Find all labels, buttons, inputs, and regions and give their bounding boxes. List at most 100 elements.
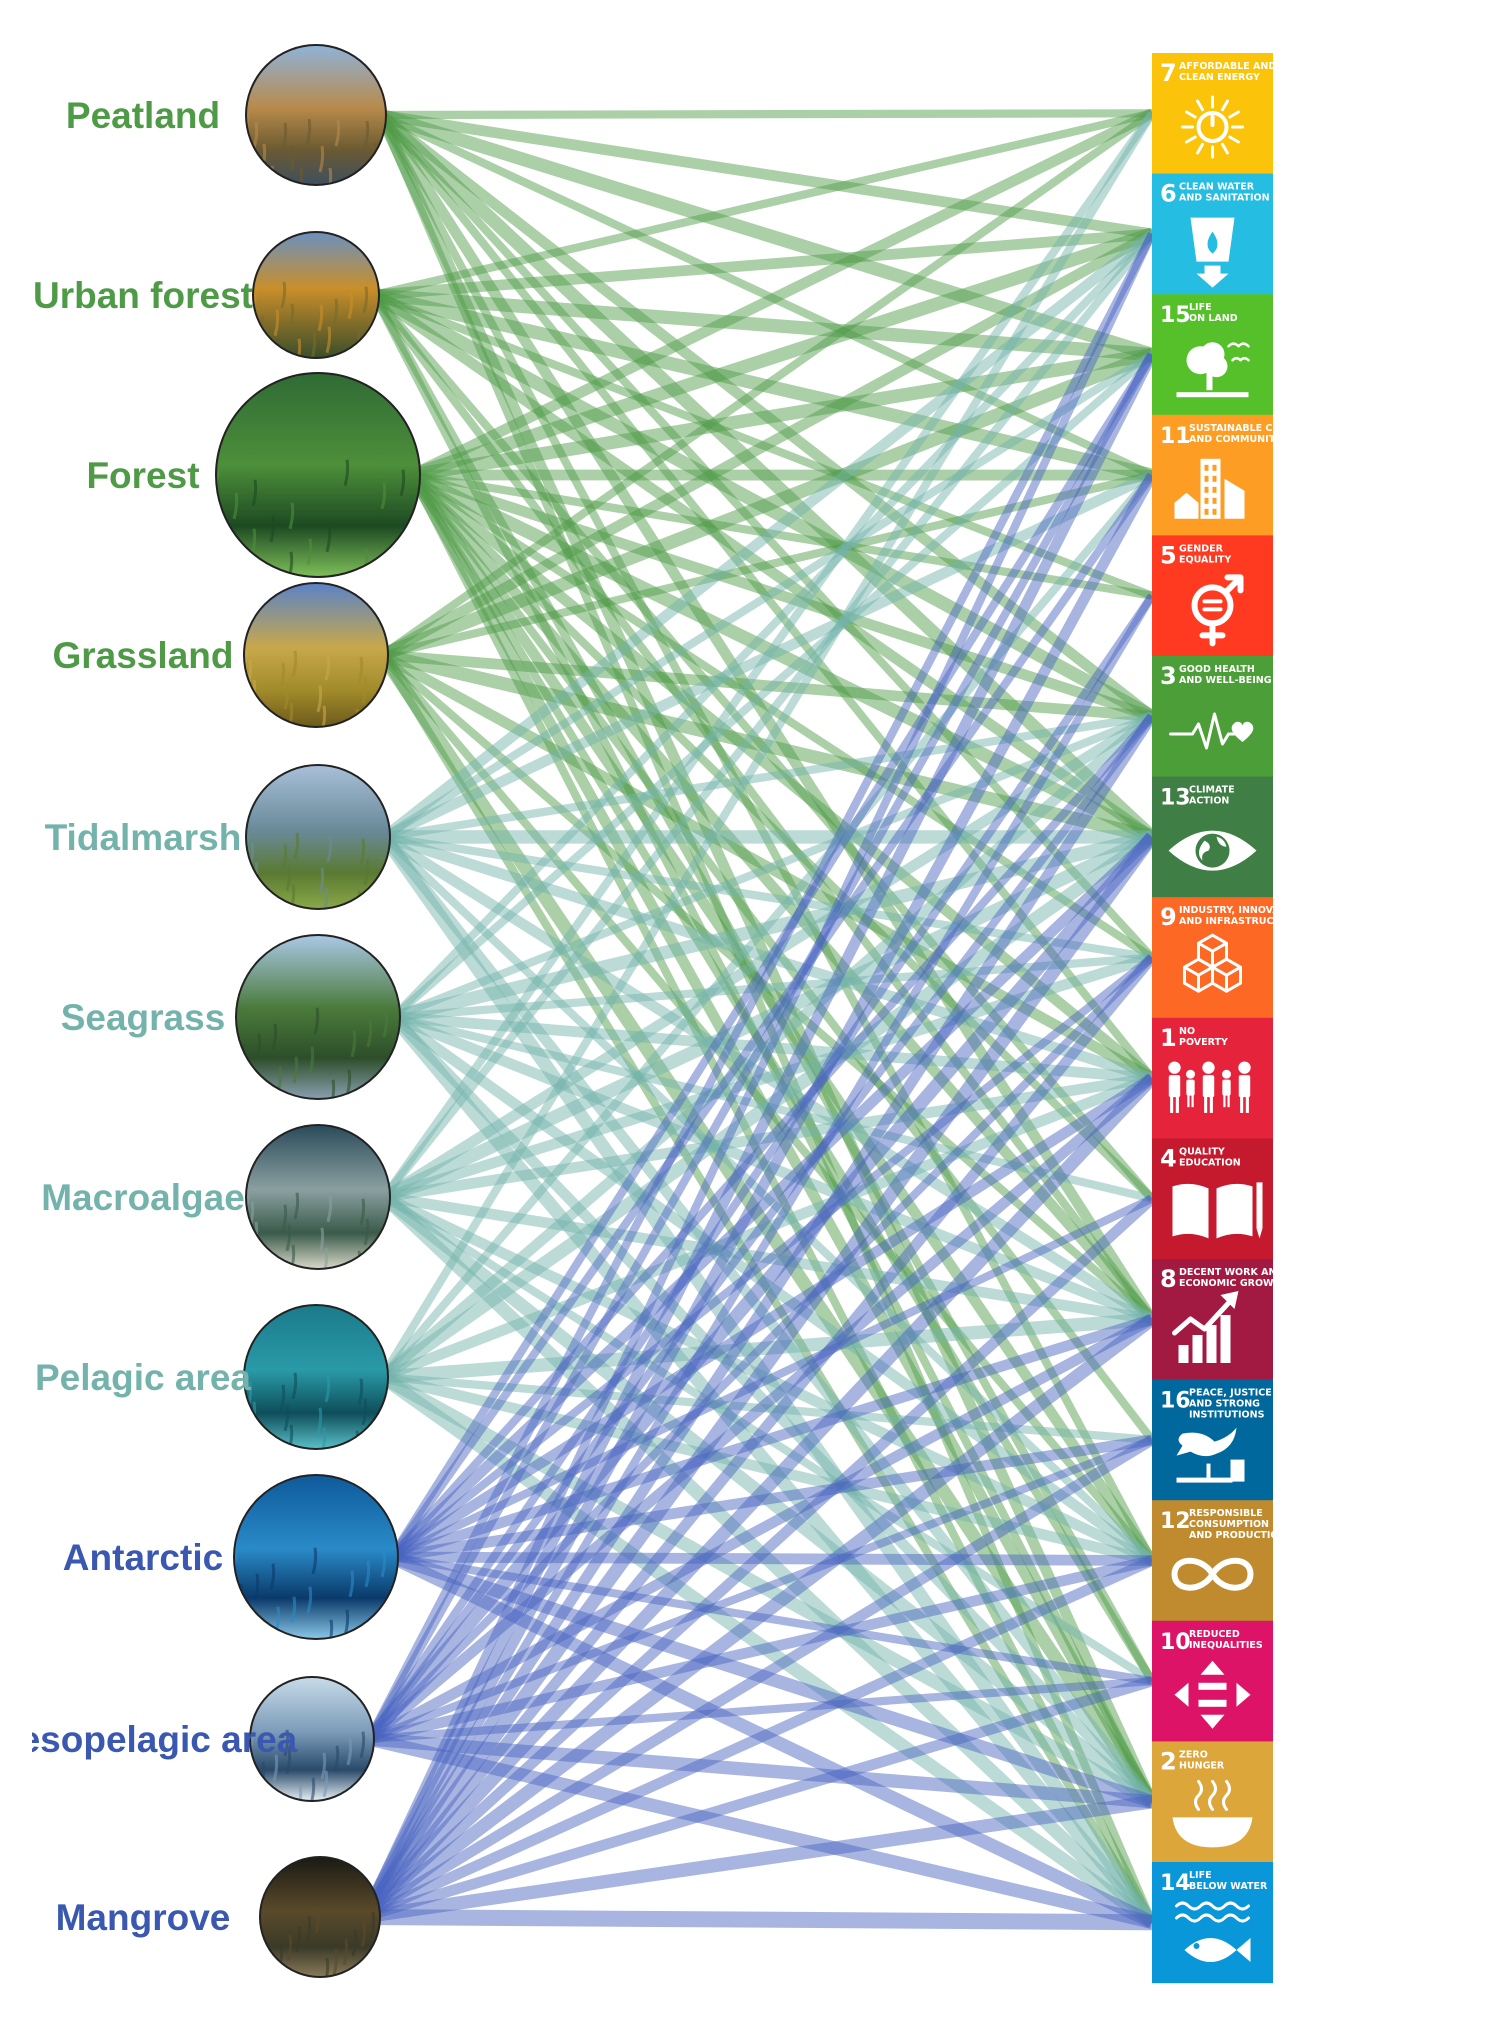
link-mangrove-to-sdg6 [359,232,1156,1919]
sdg-title-line: EDUCATION [1179,1157,1241,1168]
link-forest-to-sdg8 [407,471,1157,1323]
link-mangrove-to-sdg16 [360,1435,1155,1922]
sdg-title-line: SUSTAINABLE CITIES [1189,423,1299,434]
sdg-tile-background [1152,1138,1273,1260]
sdg-title-line: GOOD HEALTH [1179,664,1255,675]
link-tidalmarsh-to-sdg8 [381,832,1155,1324]
heartbeat-icon [1169,712,1254,750]
sdg-title-line: PEACE, JUSTICE [1189,1388,1272,1399]
link-forest-to-sdg13 [408,468,1155,843]
ecosystem-label: Seagrass [61,997,226,1038]
fish-waves-icon [1175,1901,1251,1962]
link-pelagic_area-to-sdg7 [378,111,1156,1380]
link-macroalgae-to-sdg3 [381,711,1155,1202]
sdg-title-line: BELOW WATER [1189,1881,1268,1892]
link-tidalmarsh-to-sdg3 [383,712,1153,842]
ecosystem-node-mangrove: Mangrove [56,1856,381,1978]
link-seagrass-to-sdg3 [391,712,1154,1021]
link-antarctic-to-sdg10 [390,1552,1153,1686]
sdg-number: 2 [1160,1747,1177,1775]
grassland-photo [244,583,388,727]
link-mesopelagic_area-to-sdg12 [367,1555,1154,1745]
link-macroalgae-to-sdg9 [382,952,1154,1203]
link-mesopelagic_area-to-sdg3 [365,713,1156,1742]
link-forest-to-sdg14 [408,473,1156,1925]
link-seagrass-to-sdg2 [389,1013,1156,1806]
mangrove-photo [260,1857,380,1977]
ecosystem-node-forest: Forest [86,372,421,578]
link-mesopelagic_area-to-sdg1 [365,1073,1156,1744]
sdg-title-line: DECENT WORK AND [1179,1267,1284,1278]
link-forest-to-sdg15 [410,347,1154,482]
sdg-tile-background [1152,1500,1273,1622]
link-mangrove-to-sdg4 [359,1194,1156,1921]
link-mangrove-to-sdg3 [358,713,1157,1920]
link-urban_forest-to-sdg10 [370,292,1156,1684]
link-grassland-to-sdg11 [381,471,1153,659]
pelagic-photo [244,1305,388,1449]
link-mangrove-to-sdg9 [359,954,1157,1921]
link-mesopelagic_area-to-sdg6 [365,232,1156,1741]
link-seagrass-to-sdg6 [390,231,1155,1020]
link-grassland-to-sdg3 [381,649,1153,722]
sdg-number: 1 [1160,1024,1177,1052]
sdg-number: 7 [1160,59,1177,87]
link-forest-to-sdg7 [409,108,1155,480]
ecosystem-node-antarctic: Antarctic [63,1474,399,1640]
link-macroalgae-to-sdg6 [381,231,1156,1200]
link-macroalgae-to-sdg7 [380,110,1156,1200]
city-buildings-icon [1174,458,1245,519]
link-tidalmarsh-to-sdg1 [382,831,1154,1084]
link-mesopelagic_area-to-sdg2 [368,1732,1153,1809]
sdg-number: 15 [1160,303,1191,328]
sdg-number: 5 [1160,541,1177,569]
links-layer [357,108,1158,1931]
link-tidalmarsh-to-sdg14 [378,833,1158,1927]
link-tidalmarsh-to-sdg9 [383,832,1153,962]
sdg-title-line: ACTION [1189,796,1229,807]
link-seagrass-to-sdg8 [391,1011,1154,1325]
sdg-title-line: LIFE [1189,302,1212,313]
growth-chart-icon [1172,1291,1239,1363]
sdg-title-line: AND PRODUCTION [1189,1530,1287,1541]
urban-forest-photo [253,232,379,358]
link-mesopelagic_area-to-sdg16 [367,1436,1154,1743]
sdg-tile-background [1152,1862,1273,1984]
link-urban_forest-to-sdg5 [372,291,1154,600]
ecosystem-label: Macroalgae [41,1177,245,1218]
cubes-icon [1183,933,1242,993]
link-antarctic-to-sdg12 [391,1551,1153,1566]
link-mangrove-to-sdg8 [359,1313,1157,1923]
link-seagrass-to-sdg14 [388,1012,1158,1927]
sdg-title-line: ZERO [1179,1749,1208,1760]
link-grassland-to-sdg6 [379,229,1155,660]
link-pelagic_area-to-sdg2 [379,1371,1156,1808]
sdg-title-line: POVERTY [1179,1037,1228,1048]
link-antarctic-to-sdg11 [388,472,1156,1560]
link-urban_forest-to-sdg11 [372,288,1154,482]
link-urban_forest-to-sdg15 [373,288,1153,362]
sdg-title-line: EQUALITY [1179,554,1231,565]
link-forest-to-sdg5 [411,470,1153,600]
link-antarctic-to-sdg16 [390,1434,1153,1563]
sdg-title-line: INDUSTRY, INNOVATION [1179,905,1305,916]
link-peatland-to-sdg15 [378,108,1154,361]
link-urban_forest-to-sdg2 [370,293,1156,1804]
link-macroalgae-to-sdg8 [383,1191,1153,1325]
link-seagrass-to-sdg13 [391,830,1154,1024]
link-grassland-to-sdg2 [376,651,1158,1806]
link-antarctic-to-sdg13 [387,832,1156,1561]
sun-power-icon [1181,95,1244,159]
sdg-number: 11 [1160,424,1191,449]
book-pencil-icon [1172,1182,1263,1239]
link-mesopelagic_area-to-sdg5 [365,593,1156,1742]
link-tidalmarsh-to-sdg11 [381,470,1155,842]
sdg-title-line: INEQUALITIES [1189,1640,1263,1651]
sdg-title-line: AFFORDABLE AND [1179,61,1276,72]
ecosystem-label: Forest [86,455,199,496]
sdg-number: 14 [1160,1871,1191,1896]
